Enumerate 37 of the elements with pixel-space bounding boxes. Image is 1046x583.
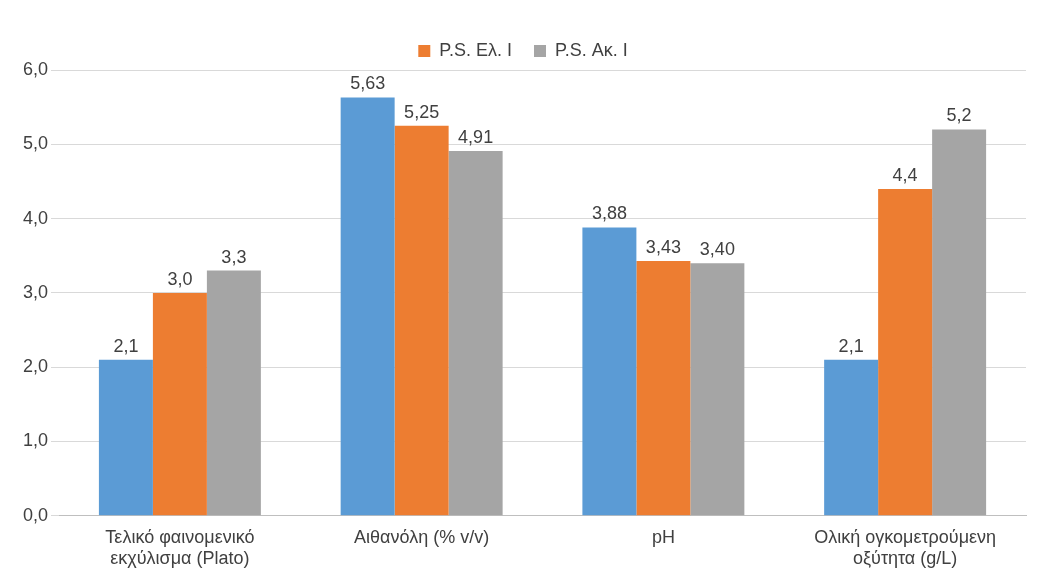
x-tick-label: Αιθανόλη (% v/v) — [354, 526, 490, 547]
x-tick-label: Ολική ογκομετρούμενη οξύτητα (g/L) — [814, 526, 997, 569]
bar — [636, 260, 691, 516]
data-label: 4,91 — [458, 126, 494, 147]
bar — [206, 270, 261, 516]
data-label: 5,25 — [404, 101, 440, 122]
y-tick-label: 2,0 — [22, 356, 49, 377]
y-tick-label: 6,0 — [22, 58, 49, 79]
legend-label: P.S. Ελ. I — [439, 39, 512, 60]
bar — [878, 188, 933, 516]
bar — [152, 292, 207, 516]
data-label: 3,0 — [167, 268, 193, 289]
y-tick-label: 0,0 — [22, 504, 49, 525]
data-label: 2,1 — [113, 335, 139, 356]
bar — [394, 125, 449, 516]
bar — [824, 359, 879, 516]
data-label: 5,63 — [350, 73, 386, 94]
data-label: 4,4 — [892, 164, 918, 185]
bar — [932, 129, 987, 516]
data-label: 3,88 — [591, 203, 627, 224]
bar — [340, 97, 395, 516]
data-label: 2,1 — [838, 335, 864, 356]
data-label: 3,3 — [221, 246, 247, 267]
y-tick-label: 1,0 — [22, 430, 49, 451]
bar — [448, 150, 503, 516]
data-label: 3,43 — [645, 236, 681, 257]
bar — [582, 227, 637, 516]
y-tick-label: 3,0 — [22, 281, 49, 302]
data-label: 3,40 — [699, 239, 735, 260]
x-tick-label: pH — [651, 526, 675, 547]
x-tick-label: Τελικό φαινομενικό εκχύλισμα (Plato) — [105, 526, 255, 569]
legend-label: P.S. Ακ. I — [555, 39, 628, 60]
bar — [98, 359, 153, 516]
y-tick-label: 4,0 — [22, 207, 49, 228]
data-label: 5,2 — [946, 105, 972, 126]
bar — [690, 263, 745, 516]
y-tick-label: 5,0 — [22, 133, 49, 154]
